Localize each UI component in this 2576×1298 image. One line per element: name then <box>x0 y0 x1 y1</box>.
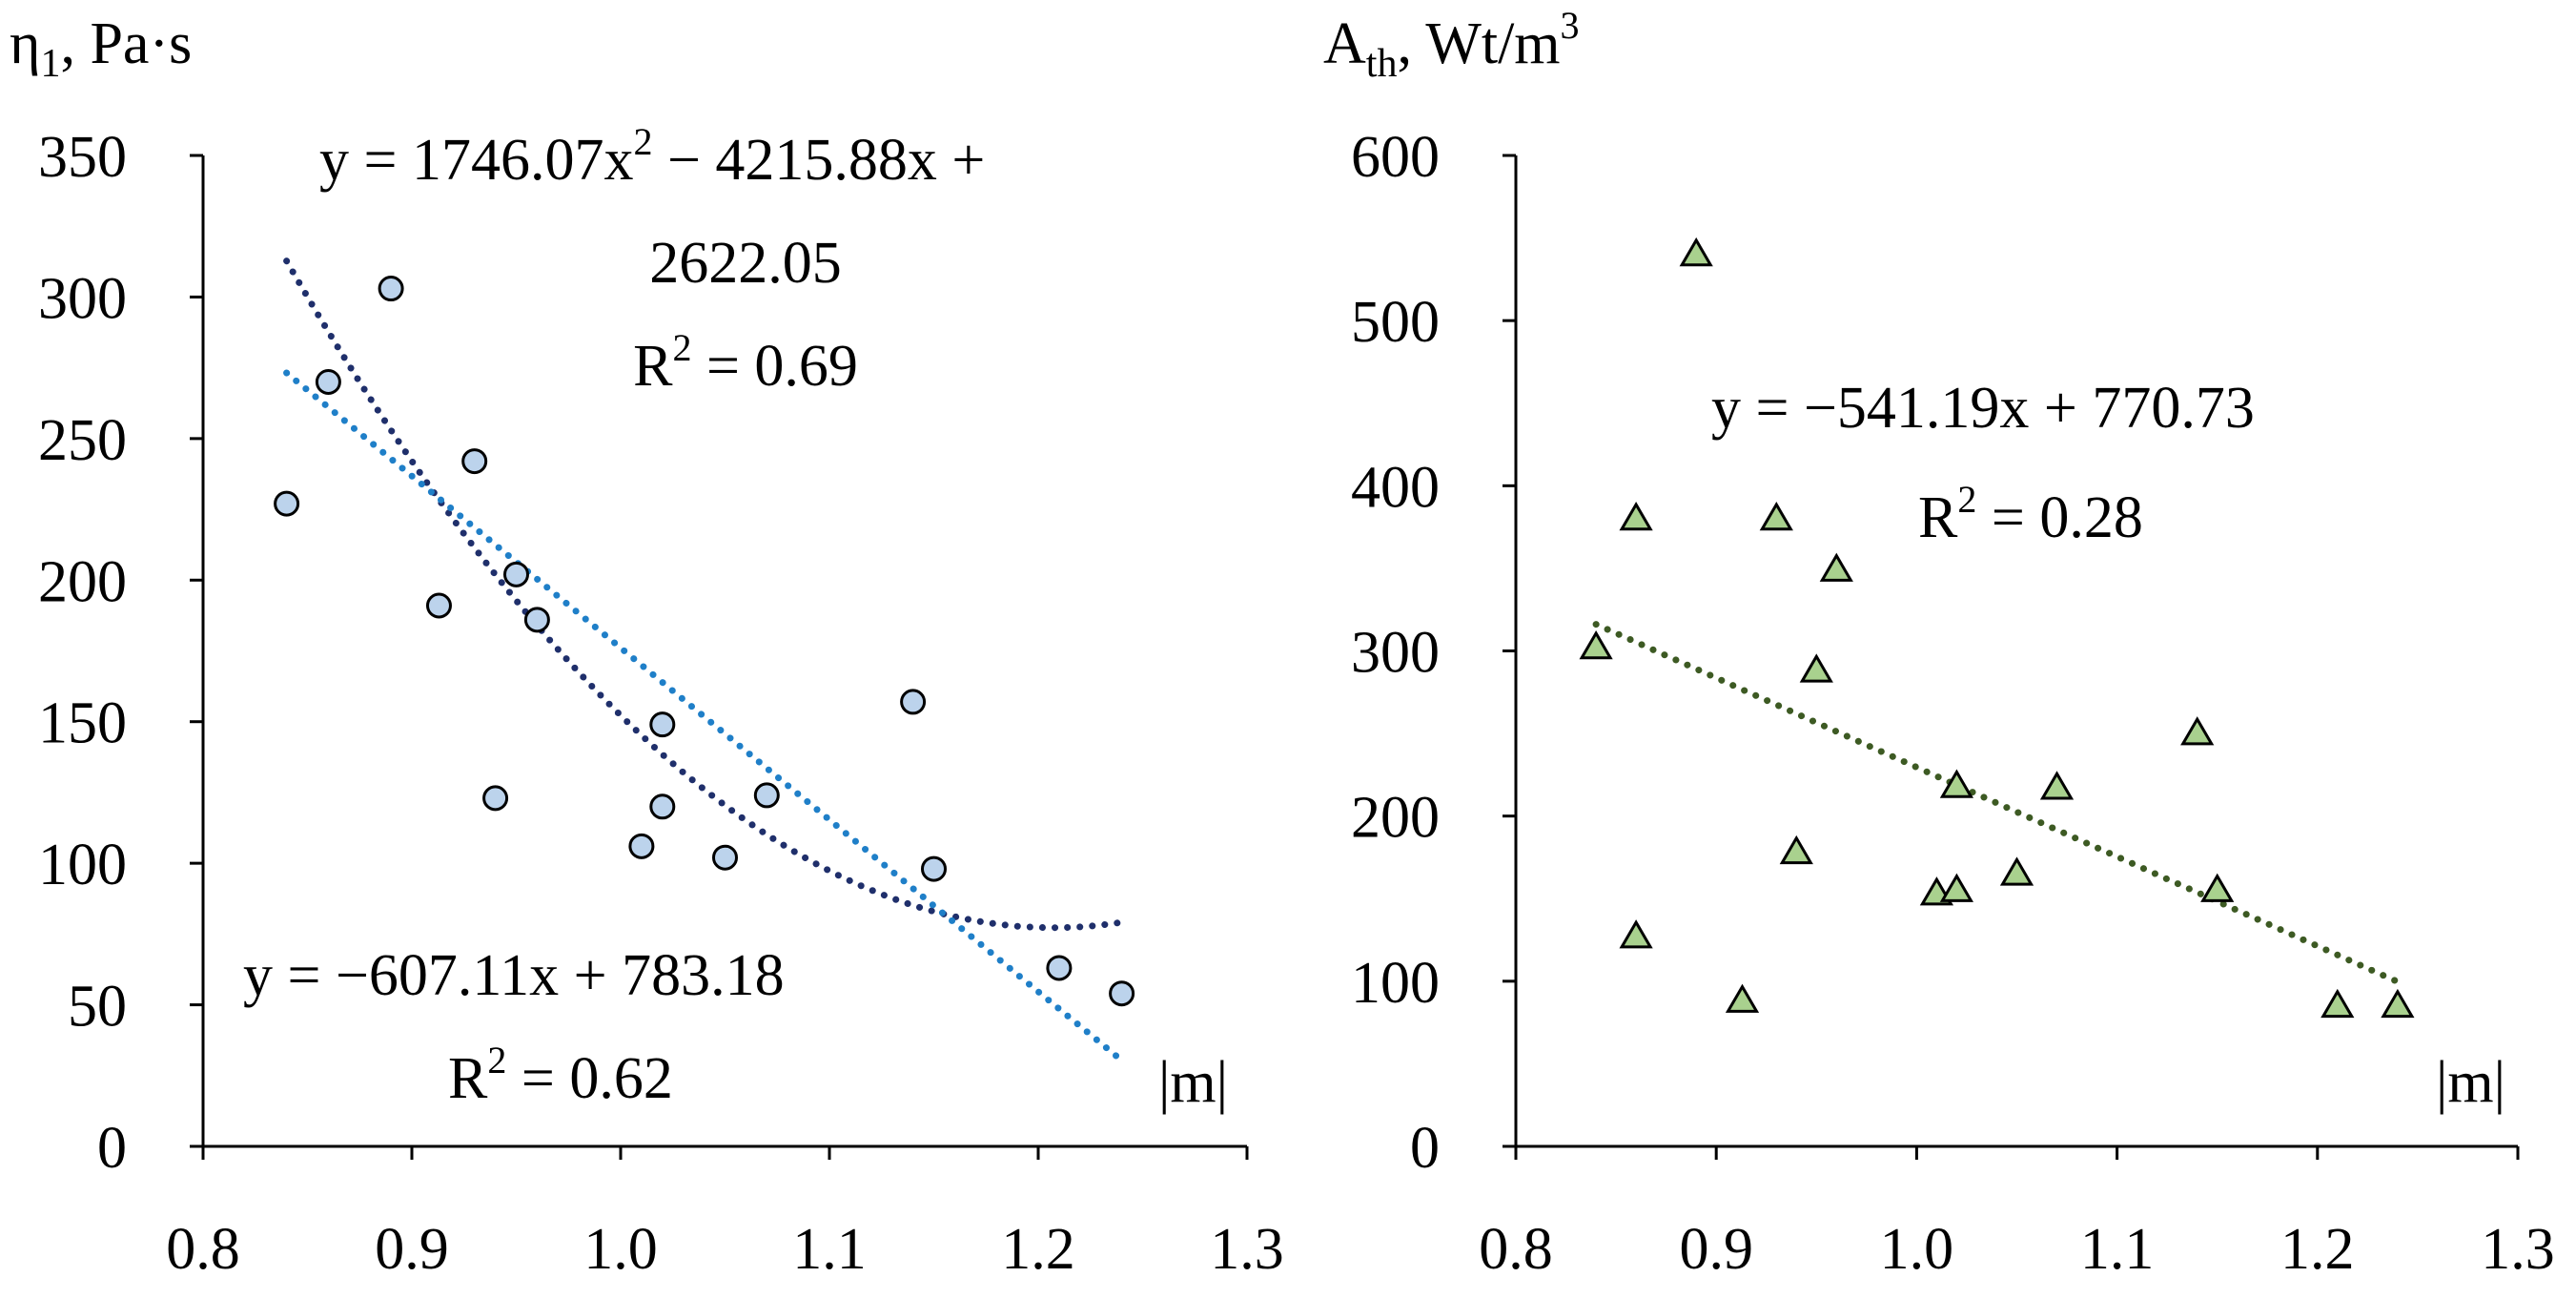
data-point <box>315 368 341 395</box>
y-tick-label: 200 <box>1351 786 1440 851</box>
svg-text:y = −541.19x + 770.73: y = −541.19x + 770.73 <box>1711 376 2255 441</box>
data-point <box>378 276 404 302</box>
linear-trendline <box>1592 621 2402 985</box>
x-tick-label: 1.1 <box>792 1217 867 1282</box>
data-point <box>1046 955 1073 981</box>
data-point <box>1799 653 1833 683</box>
x-tick-label: 1.3 <box>2481 1217 2555 1282</box>
y-axis-title: Ath, Wt/m3 <box>1323 4 1580 86</box>
data-point <box>523 607 550 633</box>
y-tick-label: 300 <box>1351 621 1440 686</box>
ticks: 0 50 100 150 200 250 300 350 0.8 0.9 1.0 1.1 1.2 1.3 <box>38 125 1284 1282</box>
linear-equation: y = −541.19x + 770.73 R2 = 0.28 <box>1711 376 2255 550</box>
data-point <box>1679 237 1713 267</box>
data-point <box>503 561 529 587</box>
trendlines <box>1592 621 2402 985</box>
y-tick-label: 400 <box>1351 455 1440 520</box>
data-point <box>2320 988 2355 1019</box>
y-axis-title: η1, Pa·s <box>10 11 192 86</box>
data-point <box>1619 919 1653 949</box>
quadratic-r-squared: R2 = 0.69 <box>633 326 858 399</box>
data-points <box>1579 237 2415 1019</box>
data-point <box>2200 873 2235 902</box>
viscosity-chart: η1, Pa·s 0 50 100 150 200 250 300 350 0.8 0.9 1.0 1… <box>10 11 1284 1282</box>
data-point <box>1819 552 1853 582</box>
y-tick-label: 350 <box>38 125 127 190</box>
data-point <box>1759 502 1793 531</box>
data-point <box>1109 980 1135 1007</box>
x-tick-label: 0.8 <box>166 1217 240 1282</box>
data-point <box>274 490 300 517</box>
data-point <box>2381 988 2415 1019</box>
data-point <box>753 782 780 809</box>
quadratic-equation-constant: 2622.05 <box>649 231 842 296</box>
x-tick-label: 1.0 <box>1880 1217 1954 1282</box>
data-point <box>1939 769 1974 798</box>
x-tick-label: 0.8 <box>1479 1217 1553 1282</box>
data-point <box>2039 771 2075 800</box>
x-tick-label: 1.1 <box>2080 1217 2155 1282</box>
axes <box>1514 155 2518 1148</box>
linear-trendline <box>283 369 1126 1064</box>
linear-equation: y = −607.11x + 783.18 R2 = 0.62 <box>243 943 785 1111</box>
data-point <box>921 855 947 882</box>
data-point <box>2180 716 2215 746</box>
ticks: 0 100 200 300 400 500 600 0.8 0.9 1.0 1.1 1.2 1.3 <box>1351 125 2555 1282</box>
x-tick-label: 0.9 <box>1679 1217 1753 1282</box>
y-tick-label: 500 <box>1351 290 1440 355</box>
trendlines <box>283 258 1126 1064</box>
x-tick-label: 1.0 <box>583 1217 658 1282</box>
y-tick-label: 0 <box>97 1116 127 1181</box>
y-tick-label: 200 <box>38 549 127 614</box>
linear-r-squared: R2 = 0.62 <box>448 1039 673 1111</box>
svg-text:y = −607.11x + 783.18: y = −607.11x + 783.18 <box>243 943 785 1008</box>
y-tick-label: 50 <box>68 975 127 1040</box>
data-point <box>482 785 509 812</box>
x-axis-title: |m| <box>1158 1050 1228 1115</box>
y-tick-label: 100 <box>38 833 127 897</box>
x-tick-label: 1.2 <box>2280 1217 2355 1282</box>
data-point <box>425 592 452 619</box>
data-points <box>274 276 1135 1007</box>
y-tick-label: 150 <box>38 691 127 756</box>
svg-text:η1, Pa·s: η1, Pa·s <box>10 11 192 86</box>
axes <box>201 155 1247 1148</box>
data-point <box>712 844 738 871</box>
data-point <box>649 793 676 820</box>
heat-chart: Ath, Wt/m3 0 100 200 300 400 500 600 0.8 0.9 1.0 1… <box>1323 4 2555 1282</box>
data-point <box>1725 983 1760 1013</box>
data-point <box>1619 502 1653 531</box>
linear-r-squared: R2 = 0.28 <box>1918 478 2143 550</box>
data-point <box>1939 873 1974 902</box>
y-tick-label: 600 <box>1351 125 1440 190</box>
x-tick-label: 1.3 <box>1210 1217 1284 1282</box>
data-point <box>1579 630 1613 660</box>
svg-text:y = 1746.07x2 − 4215.88x +: y = 1746.07x2 − 4215.88x + <box>319 120 985 193</box>
quadratic-trendline <box>283 258 1126 932</box>
quadratic-equation: y = 1746.07x2 − 4215.88x + 2622.05 R2 = … <box>319 120 985 399</box>
y-tick-label: 250 <box>38 408 127 473</box>
data-point <box>1779 834 1813 865</box>
x-tick-label: 0.9 <box>375 1217 449 1282</box>
data-point <box>461 448 488 475</box>
y-tick-label: 300 <box>38 266 127 331</box>
x-tick-label: 1.2 <box>1001 1217 1075 1282</box>
x-axis-title: |m| <box>2436 1050 2505 1115</box>
y-tick-label: 100 <box>1351 951 1440 1016</box>
data-point <box>900 689 927 715</box>
y-tick-label: 0 <box>1410 1116 1440 1181</box>
data-point <box>649 711 676 738</box>
data-point <box>1999 856 2034 886</box>
data-point <box>628 833 655 859</box>
svg-text:Ath, Wt/m3: Ath, Wt/m3 <box>1323 4 1580 86</box>
